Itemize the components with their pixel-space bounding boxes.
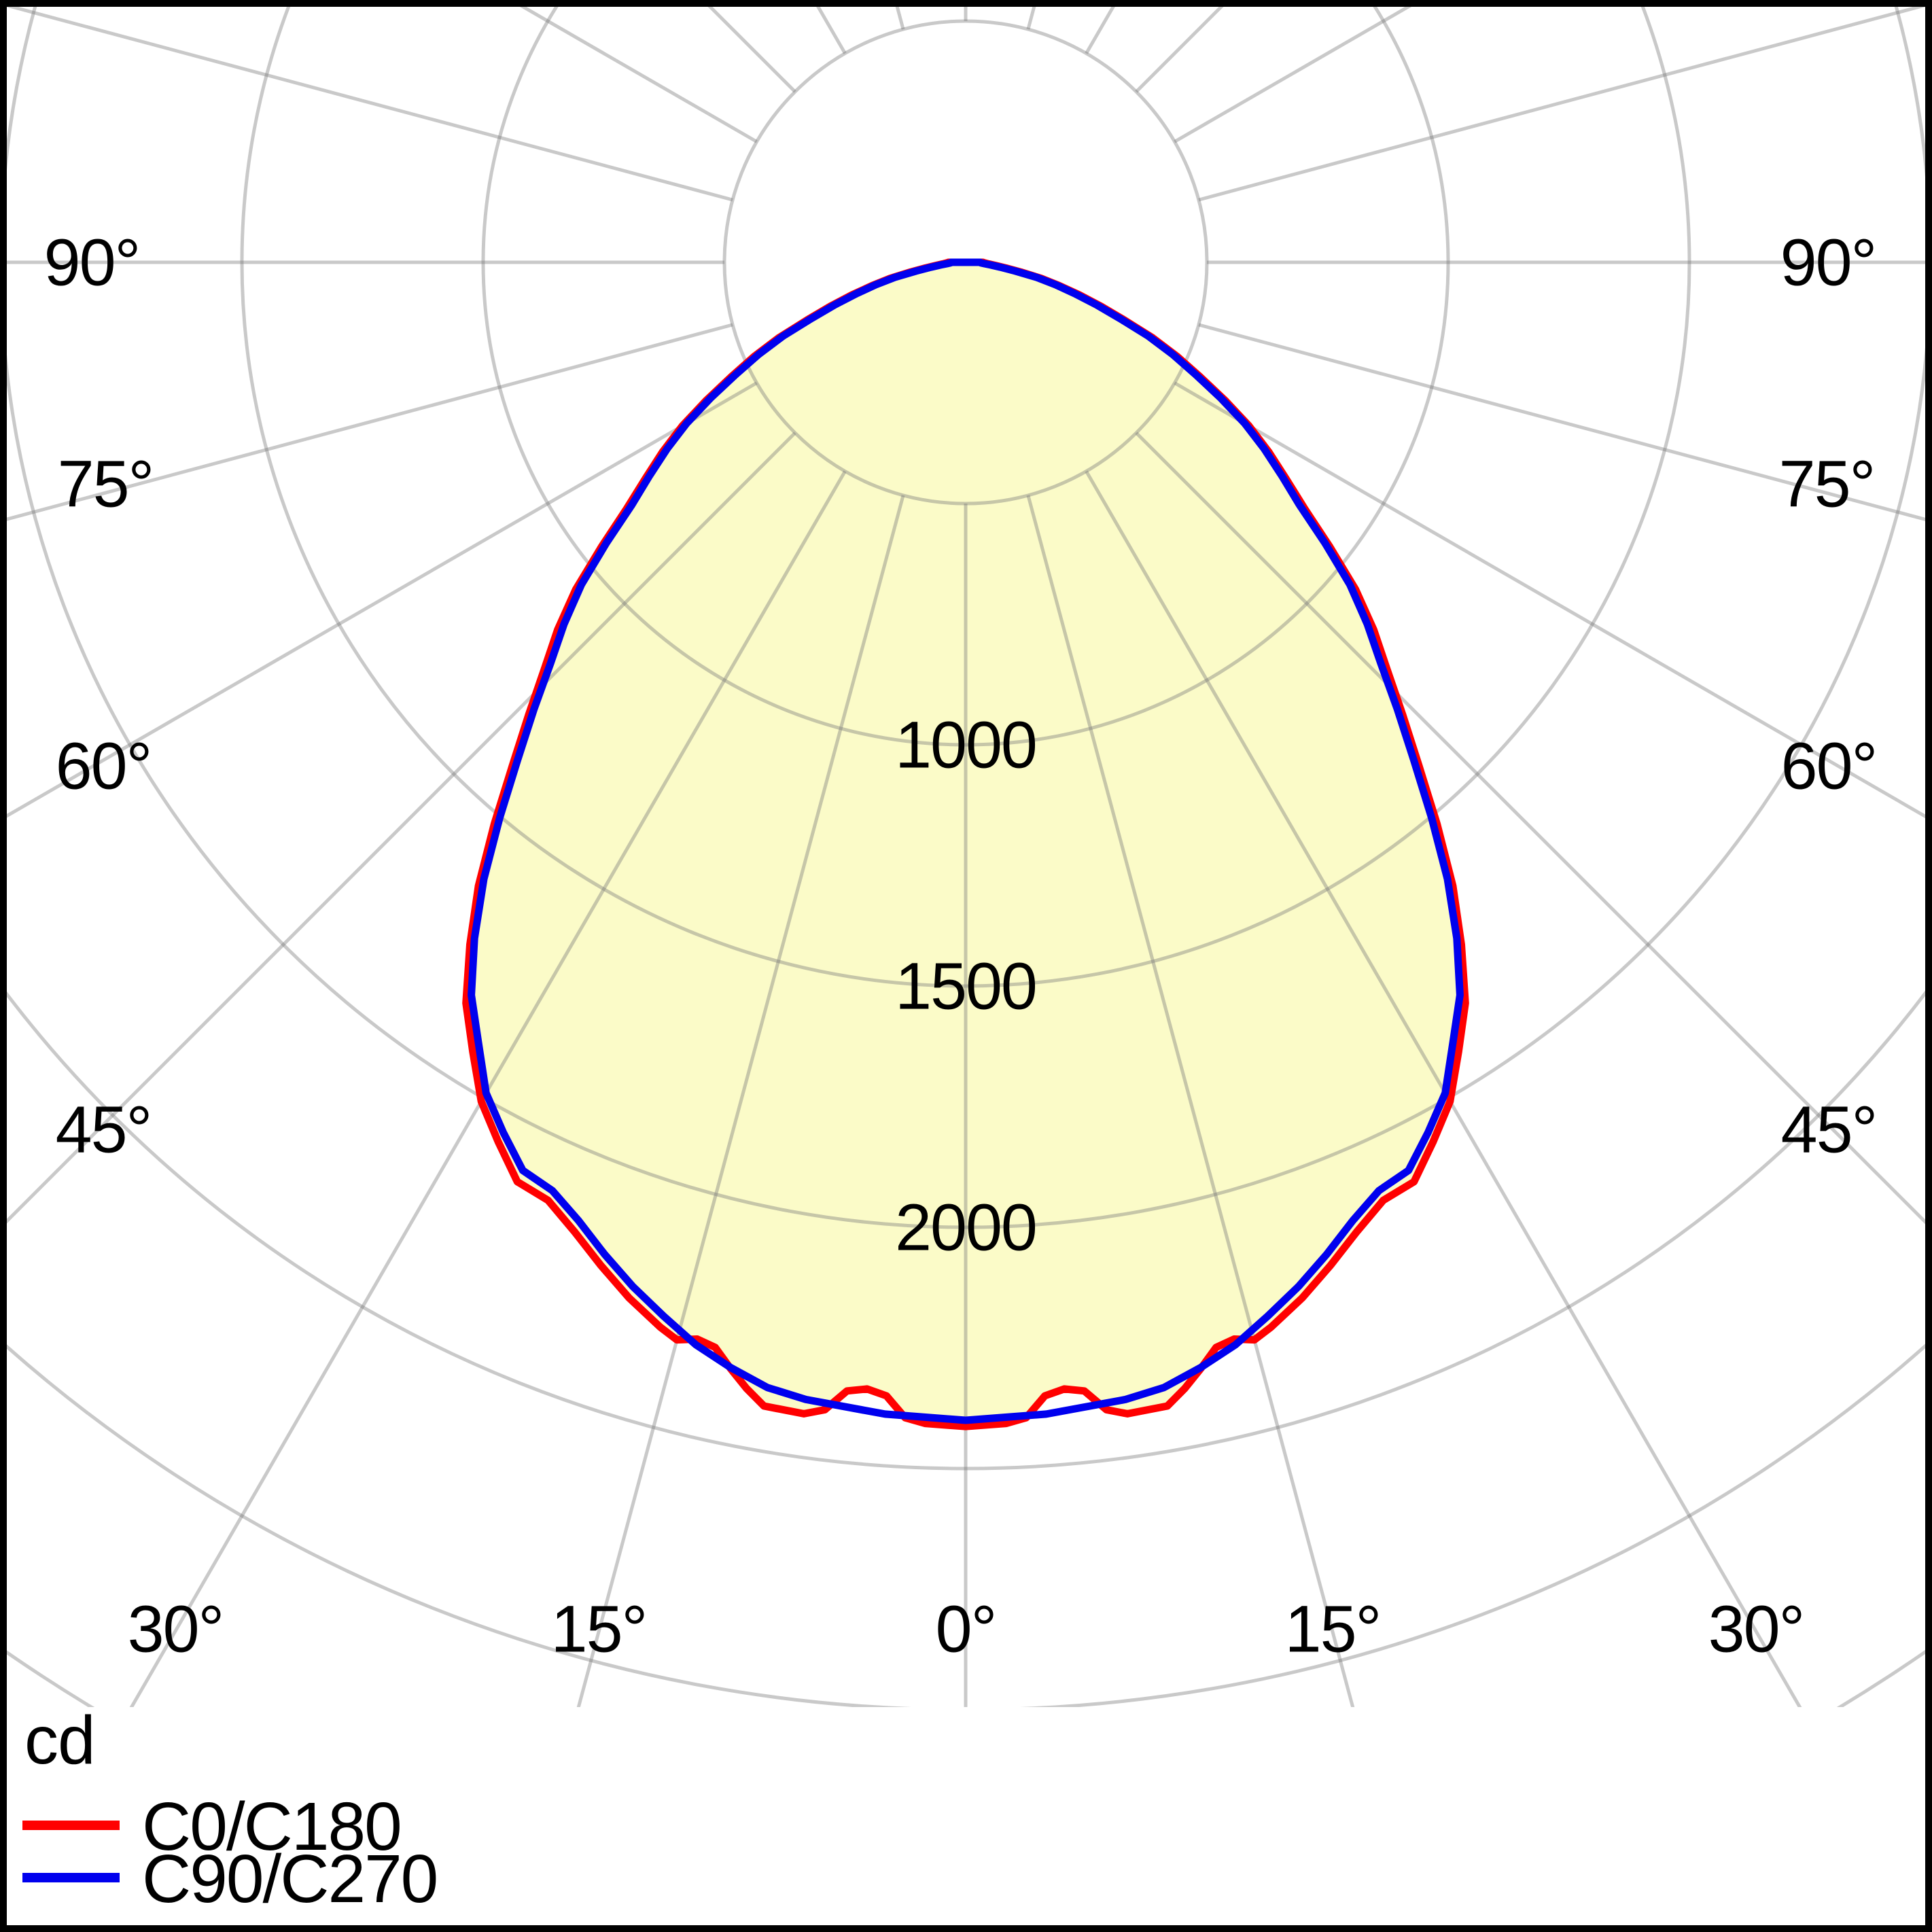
angle-label-left-45: 45°	[56, 1093, 152, 1167]
angle-label-left-60: 60°	[56, 729, 152, 803]
radial-tick-labels: 1000 1500 2000	[895, 708, 1038, 1265]
angle-label-bottom-15l: 15°	[551, 1592, 647, 1666]
angle-label-right-90: 90°	[1780, 226, 1876, 300]
angle-label-bottom-30l: 30°	[128, 1592, 224, 1666]
angle-label-left-90: 90°	[44, 226, 140, 300]
legend-label-c0-c180: C0/C180	[142, 1789, 401, 1865]
legend-background	[7, 1707, 1925, 1932]
radial-label-1000: 1000	[895, 708, 1036, 782]
intensity-fill-area	[466, 262, 1466, 1427]
angle-label-right-75: 75°	[1779, 447, 1875, 521]
angle-label-bottom-30r: 30°	[1708, 1592, 1804, 1666]
angle-labels-right: 90° 75° 60° 45°	[1779, 226, 1878, 1167]
legend: cd C0/C180 C90/C270	[7, 1702, 1925, 1932]
angle-labels-left: 90° 75° 60° 45°	[44, 226, 155, 1167]
intensity-curves	[462, 258, 1469, 1430]
angle-label-left-75: 75°	[58, 447, 154, 521]
legend-label-c90-c270: C90/C270	[142, 1841, 437, 1917]
angle-label-right-60: 60°	[1781, 729, 1877, 803]
angle-label-bottom-15r: 15°	[1285, 1592, 1381, 1666]
angle-labels-bottom: 30° 15° 0° 15° 30°	[128, 1592, 1806, 1666]
radial-label-1500: 1500	[895, 949, 1036, 1023]
angle-label-bottom-0: 0°	[936, 1592, 996, 1666]
angle-label-right-45: 45°	[1781, 1093, 1877, 1167]
radial-label-2000: 2000	[895, 1191, 1036, 1265]
unit-label: cd	[24, 1702, 95, 1778]
